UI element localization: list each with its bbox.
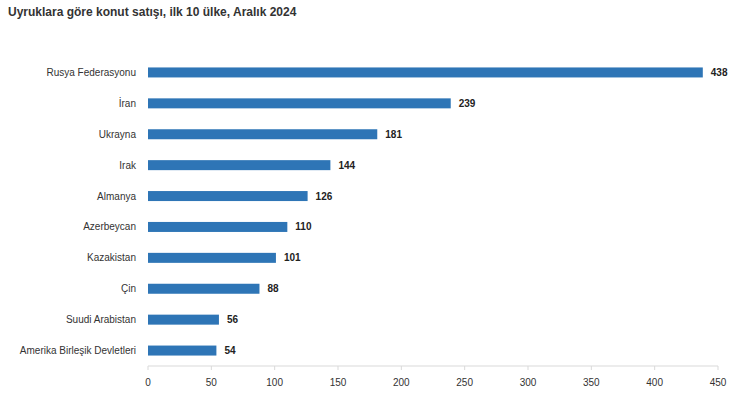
data-label: 110 xyxy=(295,221,312,232)
page: {"chart_data": {"type": "bar", "orientat… xyxy=(0,0,750,405)
data-label: 54 xyxy=(224,345,236,356)
bar xyxy=(148,129,377,139)
bar xyxy=(148,315,219,325)
category-label: Çin xyxy=(121,283,136,294)
x-tick-label: 450 xyxy=(710,377,727,388)
x-tick-label: 300 xyxy=(520,377,537,388)
x-tick-label: 250 xyxy=(456,377,473,388)
bar xyxy=(148,222,287,232)
data-label: 181 xyxy=(385,129,402,140)
x-tick-label: 200 xyxy=(393,377,410,388)
bar xyxy=(148,191,308,201)
x-tick xyxy=(211,366,212,370)
x-tick xyxy=(654,366,655,370)
category-label: Amerika Birleşik Devletleri xyxy=(20,345,136,356)
x-tick xyxy=(401,366,402,370)
category-label: Kazakistan xyxy=(87,252,136,263)
x-tick xyxy=(148,366,149,370)
bar xyxy=(148,98,451,108)
chart-svg: Uyruklara göre konut satışı, ilk 10 ülke… xyxy=(0,0,750,405)
bar xyxy=(148,284,259,294)
data-label: 126 xyxy=(316,191,333,202)
x-tick xyxy=(274,366,275,370)
data-label: 56 xyxy=(227,314,239,325)
x-tick xyxy=(718,366,719,370)
bar xyxy=(148,253,276,263)
labels: Rusya Federasyonu 438 İran 239 Ukrayna 181 Ira… xyxy=(20,67,728,356)
data-label: 88 xyxy=(267,283,279,294)
category-label: Irak xyxy=(119,160,137,171)
bar xyxy=(148,346,216,356)
data-label: 101 xyxy=(284,252,301,263)
x-tick xyxy=(464,366,465,370)
x-tick xyxy=(591,366,592,370)
bar xyxy=(148,67,703,77)
category-label: İran xyxy=(119,97,136,109)
data-label: 438 xyxy=(711,67,728,78)
x-tick-label: 100 xyxy=(266,377,283,388)
x-tick-label: 400 xyxy=(646,377,663,388)
data-label: 144 xyxy=(338,160,355,171)
bars xyxy=(148,67,703,355)
x-tick-label: 150 xyxy=(330,377,347,388)
x-tick-label: 50 xyxy=(206,377,218,388)
bar xyxy=(148,160,330,170)
category-label: Almanya xyxy=(97,191,136,202)
x-tick-label: 350 xyxy=(583,377,600,388)
category-label: Ukrayna xyxy=(99,129,137,140)
title: Uyruklara göre konut satışı, ilk 10 ülke… xyxy=(8,5,297,19)
category-label: Rusya Federasyonu xyxy=(47,67,137,78)
chart-container: Uyruklara göre konut satışı, ilk 10 ülke… xyxy=(0,0,750,405)
category-label: Suudi Arabistan xyxy=(66,314,136,325)
x-axis-line xyxy=(148,366,718,367)
x-tick xyxy=(338,366,339,370)
category-label: Azerbeycan xyxy=(83,221,136,232)
x-tick-label: 0 xyxy=(145,377,151,388)
x-tick xyxy=(528,366,529,370)
data-label: 239 xyxy=(459,98,476,109)
